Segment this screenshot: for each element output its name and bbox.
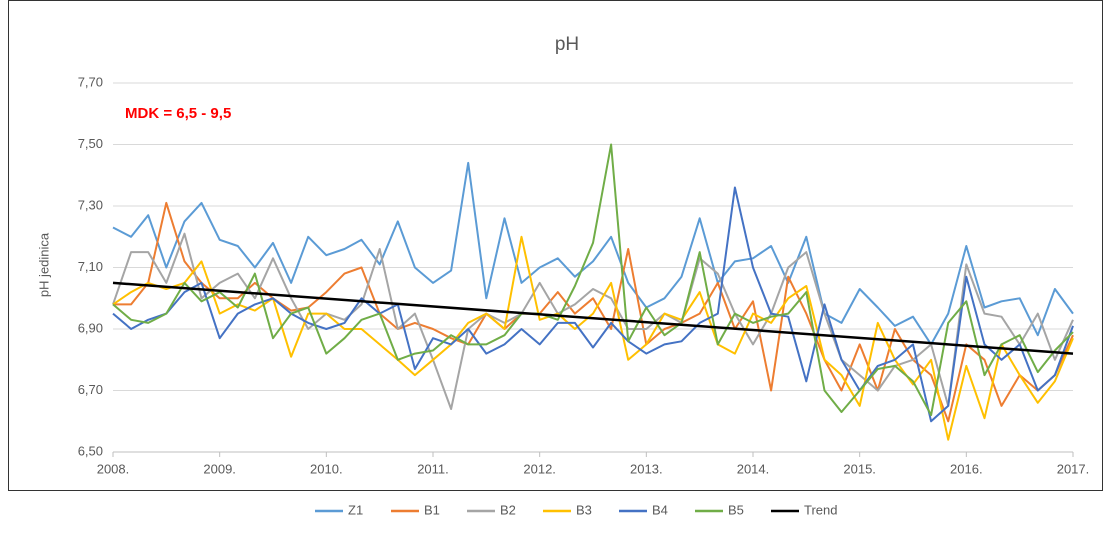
chart-frame	[8, 0, 1103, 491]
series-line	[112, 232, 1074, 410]
x-tick-label: 2012.	[523, 461, 556, 476]
x-tick-label: 2015.	[843, 461, 876, 476]
legend-label: Z1	[348, 502, 363, 517]
x-tick-label: 2017.	[1057, 461, 1090, 476]
x-tick-label: 2014.	[737, 461, 770, 476]
y-tick-label: 6,50	[78, 443, 103, 458]
x-tick-label: 2010.	[310, 461, 343, 476]
legend-label: B5	[728, 502, 744, 517]
y-tick-label: 7,10	[78, 259, 103, 274]
series-line	[112, 281, 1074, 355]
chart-title: pH	[555, 34, 579, 55]
series-line	[112, 161, 1074, 346]
y-axis-label: pH jedinica	[36, 232, 51, 297]
series-line	[112, 186, 1074, 423]
y-tick-label: 6,90	[78, 320, 103, 335]
x-tick-label: 2011.	[417, 461, 449, 476]
legend-label: B4	[652, 502, 668, 517]
x-tick-label: 2013.	[630, 461, 663, 476]
legend-label: Trend	[804, 502, 837, 517]
x-tick-label: 2009.	[203, 461, 236, 476]
y-tick-label: 7,30	[78, 197, 103, 212]
y-tick-label: 7,70	[78, 74, 103, 89]
x-tick-label: 2016.	[950, 461, 983, 476]
annotation: MDK = 6,5 - 9,5	[125, 105, 231, 122]
y-tick-label: 7,50	[78, 136, 103, 151]
x-tick-label: 2008.	[97, 461, 130, 476]
y-tick-label: 6,70	[78, 382, 103, 397]
series-line	[112, 143, 1074, 417]
legend-label: B1	[424, 502, 440, 517]
legend-label: B3	[576, 502, 592, 517]
legend-label: B2	[500, 502, 516, 517]
